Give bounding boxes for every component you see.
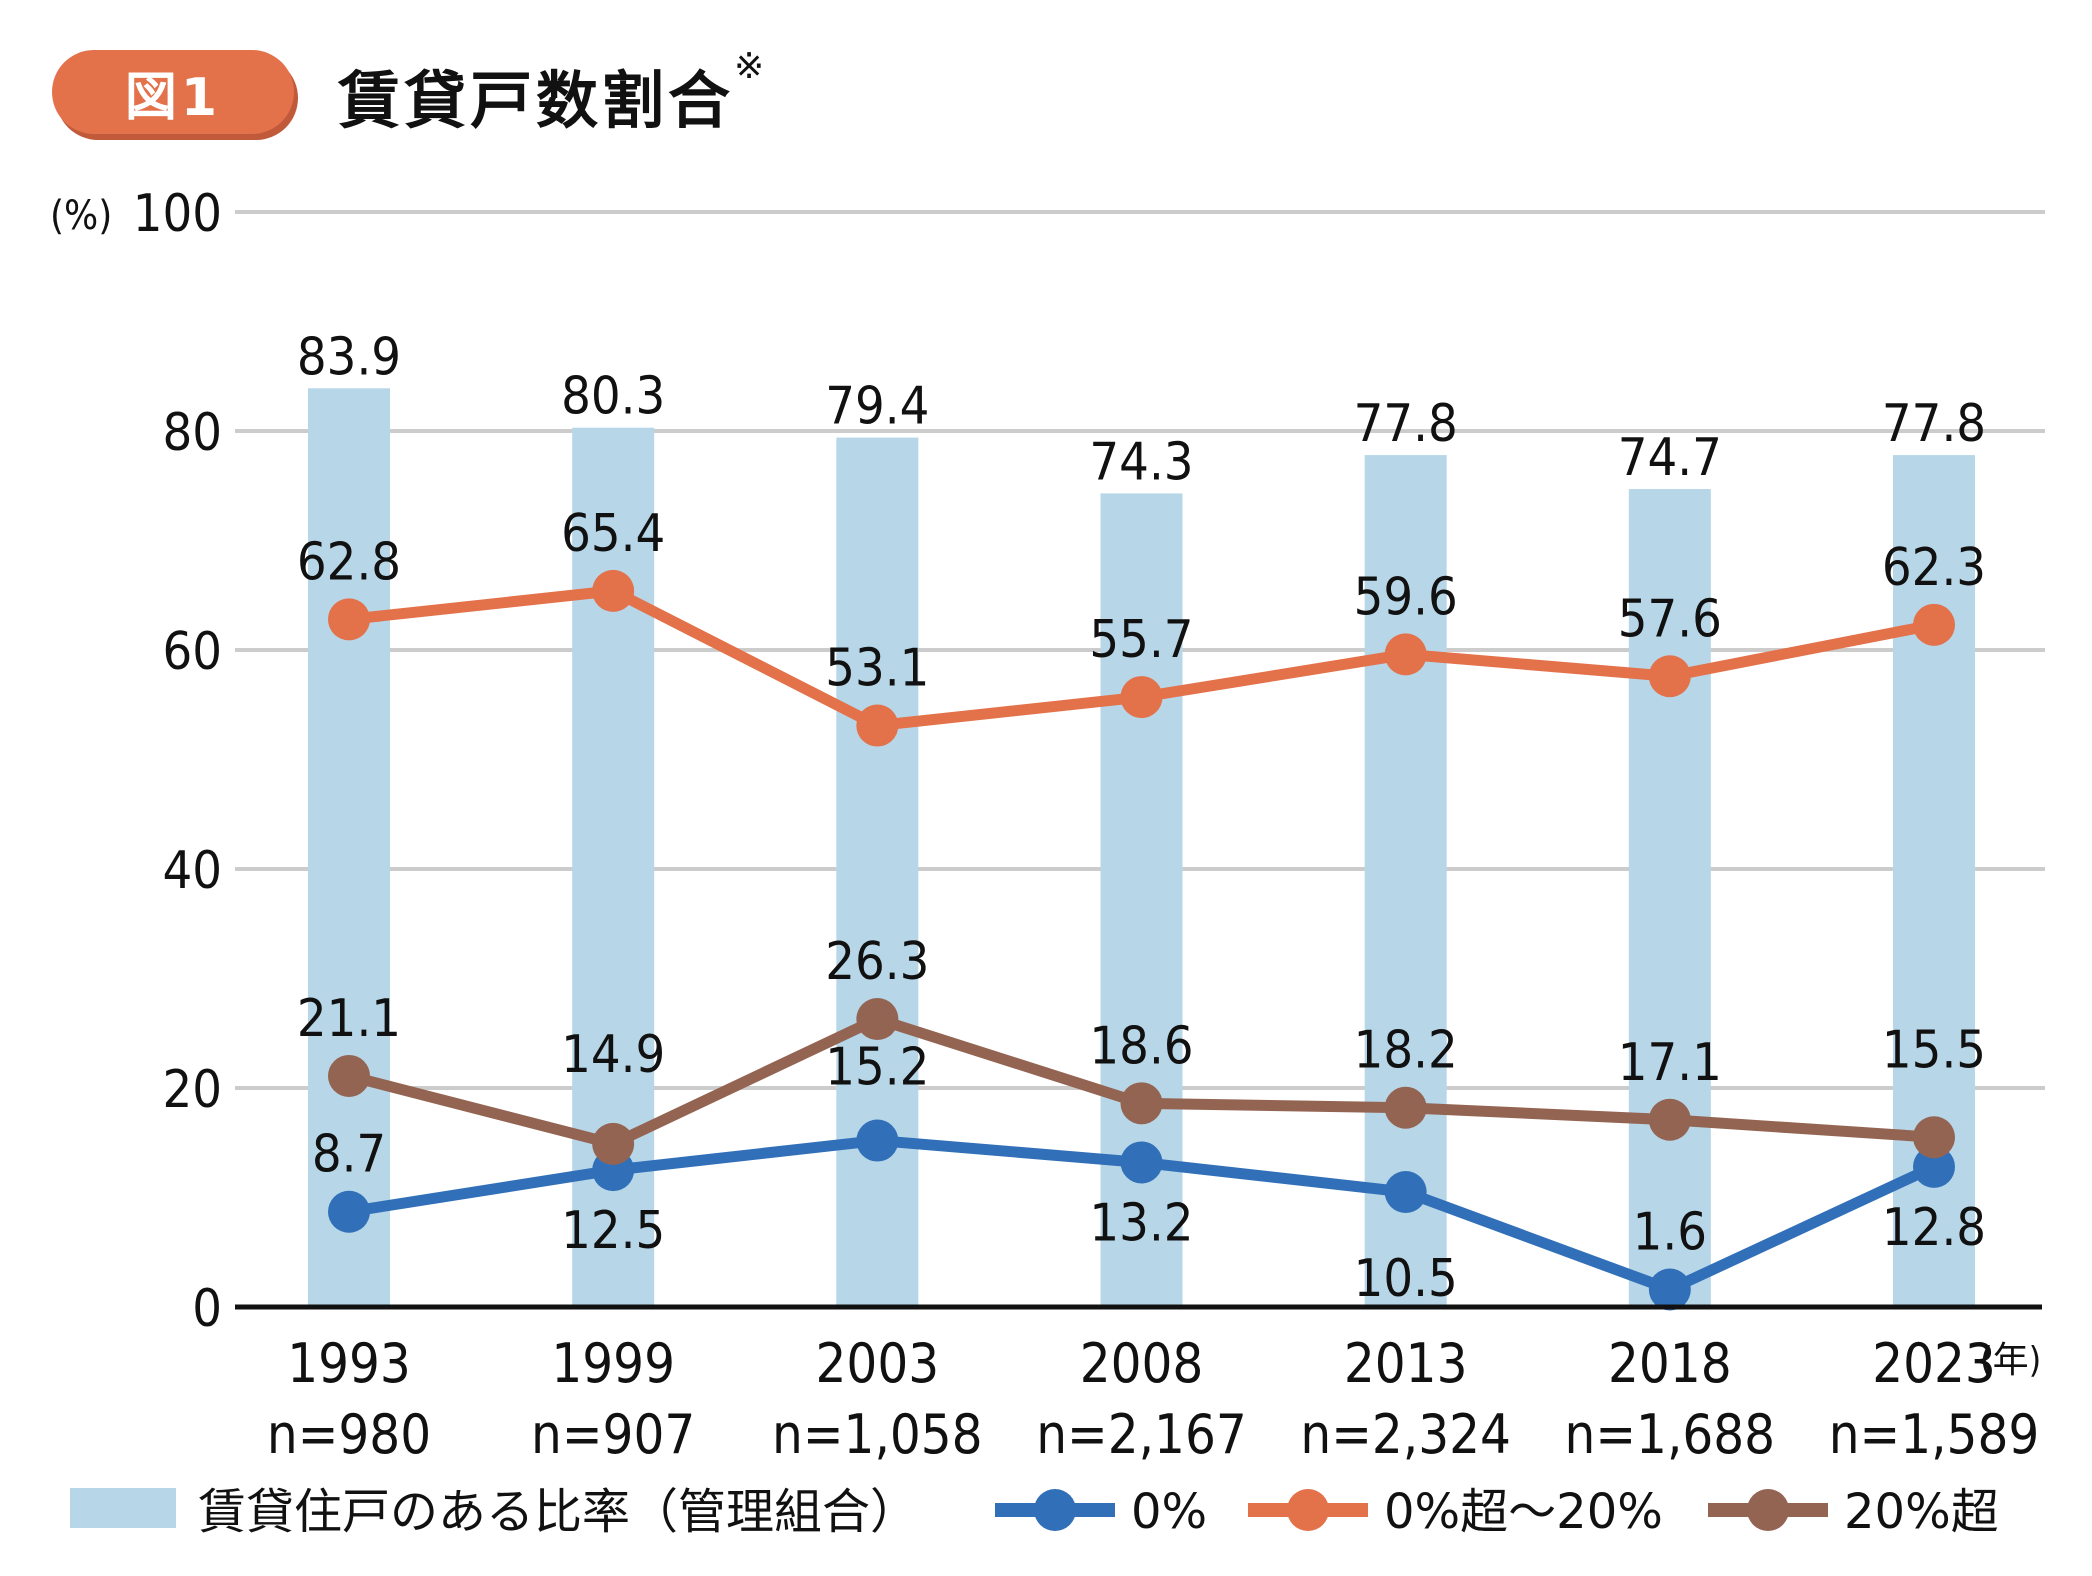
bar-value-label: 80.3 <box>561 367 665 427</box>
series-0pct-marker <box>1120 1141 1163 1184</box>
x-tick-label: 1993 <box>287 1332 411 1395</box>
series-0to20pct-marker <box>328 598 370 641</box>
series-0pct-value-label: 10.5 <box>1354 1249 1458 1309</box>
legend-marker-series-0pct <box>1034 1489 1076 1531</box>
series-0pct-marker <box>328 1190 370 1233</box>
y-tick-label: 20 <box>162 1060 222 1120</box>
chart-title: 賃貸戸数割合※ <box>338 46 768 140</box>
series-0to20pct-marker <box>1120 676 1163 719</box>
chart-title-note-mark: ※ <box>734 46 769 87</box>
series-0pct-value-label: 13.2 <box>1089 1193 1193 1253</box>
series-0to20pct-value-label: 59.6 <box>1354 567 1458 627</box>
bar <box>308 388 390 1307</box>
series-0to20pct-marker <box>1384 633 1427 676</box>
series-0pct-value-label: 15.2 <box>825 1038 929 1098</box>
series-0pct-value-label: 1.6 <box>1633 1202 1707 1262</box>
series-0to20pct-value-label: 65.4 <box>561 504 665 564</box>
legend-label-series-0to20pct: 0%超～20% <box>1384 1484 1663 1540</box>
series-0to20pct-marker <box>592 569 635 612</box>
x-n-label: n=2,167 <box>1036 1403 1247 1466</box>
series-over20pct-marker <box>1913 1116 1955 1159</box>
x-tick-label: 2008 <box>1080 1332 1204 1395</box>
x-axis-unit: (年) <box>1980 1340 2041 1381</box>
series-over20pct-marker <box>1648 1098 1691 1141</box>
bar-value-label: 83.9 <box>297 327 401 387</box>
y-tick-label: 40 <box>162 841 222 901</box>
x-tick-label: 2018 <box>1608 1332 1732 1395</box>
data-labels: 83.9 80.3 79.4 74.3 77.8 74.7 77.8 8.7 12.5 15.2 1… <box>297 327 1986 1309</box>
x-tick-label: 2013 <box>1344 1332 1468 1395</box>
bar-value-label: 79.4 <box>825 377 929 437</box>
x-tick-label: 2023 <box>1872 1332 1996 1395</box>
bar-value-label: 77.8 <box>1354 394 1458 454</box>
series-0to20pct-marker <box>856 704 899 747</box>
series-0pct-marker <box>1648 1268 1691 1311</box>
legend-marker-series-over20pct <box>1747 1489 1789 1531</box>
series-0to20pct-value-label: 57.6 <box>1618 589 1722 649</box>
series-over20pct-marker <box>1384 1086 1427 1129</box>
series-0pct-value-label: 12.5 <box>561 1201 665 1261</box>
figure-badge: 図1 <box>52 50 294 134</box>
series-0pct-marker <box>1913 1145 1955 1188</box>
chart-title-text: 賃貸戸数割合 <box>338 64 735 137</box>
series-over20pct-marker <box>328 1054 370 1097</box>
series-over20pct-marker <box>592 1122 635 1165</box>
x-tick-label: 2003 <box>816 1332 940 1395</box>
y-axis-unit: (%) <box>50 193 112 239</box>
x-n-label: n=1,058 <box>772 1403 983 1466</box>
x-n-label: n=907 <box>531 1403 695 1466</box>
series-over20pct-marker <box>1120 1082 1163 1125</box>
series-over20pct-value-label: 17.1 <box>1618 1033 1722 1093</box>
series-0pct-marker <box>1384 1171 1427 1214</box>
legend-marker-series-0to20pct <box>1287 1489 1329 1531</box>
y-tick-label: 0 <box>192 1279 222 1339</box>
series-over20pct-value-label: 18.6 <box>1089 1016 1193 1076</box>
series-over20pct-value-label: 26.3 <box>825 932 929 992</box>
bar <box>1628 489 1711 1307</box>
series-0to20pct-marker <box>1648 655 1691 698</box>
legend-label-series-over20pct: 20%超 <box>1844 1484 1999 1540</box>
lines <box>328 569 1955 1311</box>
y-tick-label: 60 <box>162 622 222 682</box>
x-n-label: n=980 <box>267 1403 431 1466</box>
legend-label-series-0pct: 0% <box>1131 1484 1207 1540</box>
x-n-label: n=2,324 <box>1300 1403 1511 1466</box>
figure-badge-label: 図1 <box>124 67 222 128</box>
series-0to20pct-value-label: 62.8 <box>297 532 401 592</box>
series-0pct-marker <box>856 1119 899 1162</box>
x-n-label: n=1,688 <box>1565 1403 1776 1466</box>
bar <box>1364 455 1447 1308</box>
series-0to20pct-marker <box>1913 603 1955 646</box>
x-tick-label: 1999 <box>551 1332 675 1395</box>
series-0to20pct-value-label: 55.7 <box>1089 610 1193 670</box>
axes: 0 20 40 60 80 100 (%) 1993 n=980 1999 n=907 2003 n=1… <box>50 184 2042 1466</box>
legend-swatch-bar <box>70 1488 176 1528</box>
series-0pct-value-label: 8.7 <box>312 1125 386 1185</box>
series-over20pct-value-label: 21.1 <box>297 989 401 1049</box>
series-0pct-value-label: 12.8 <box>1882 1198 1986 1258</box>
y-tick-label: 80 <box>162 403 222 463</box>
series-over20pct-value-label: 18.2 <box>1354 1021 1458 1081</box>
series-over20pct-value-label: 14.9 <box>561 1025 665 1085</box>
x-n-label: n=1,589 <box>1829 1403 2040 1466</box>
series-over20pct-value-label: 15.5 <box>1882 1020 1986 1080</box>
bar-value-label: 74.3 <box>1089 432 1193 492</box>
series-0to20pct-value-label: 62.3 <box>1882 538 1986 598</box>
y-tick-label: 100 <box>133 184 222 244</box>
bar <box>836 437 919 1307</box>
legend-label-bar: 賃貸住戸のある比率（管理組合） <box>198 1484 918 1540</box>
series-0to20pct-value-label: 53.1 <box>825 639 929 699</box>
legend: 賃貸住戸のある比率（管理組合） 0% 0%超～20% 20%超 <box>70 1484 1999 1540</box>
bar-value-label: 74.7 <box>1618 428 1722 488</box>
series-over20pct-marker <box>856 998 899 1041</box>
bar-value-label: 77.8 <box>1882 394 1986 454</box>
